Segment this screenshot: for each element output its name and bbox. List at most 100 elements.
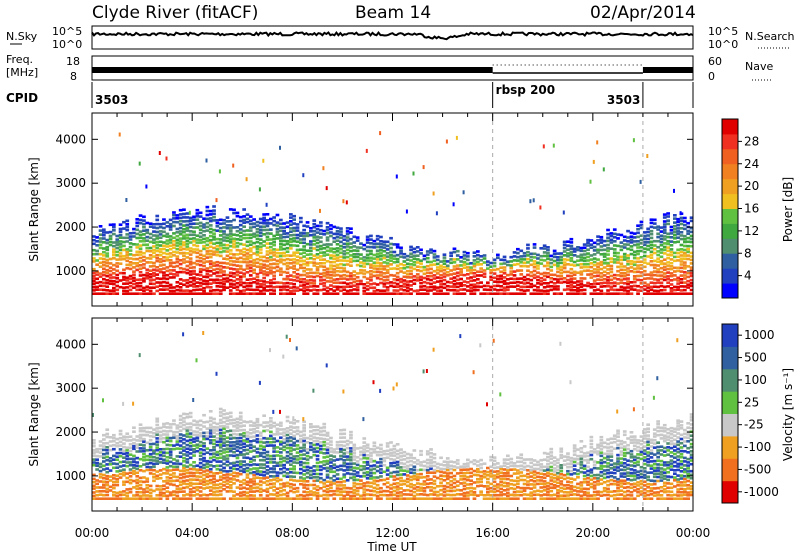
echo-cell — [139, 430, 143, 433]
echo-cell — [292, 234, 296, 237]
echo-cell — [312, 494, 316, 497]
echo-cell — [162, 218, 166, 221]
echo-cell — [570, 247, 574, 250]
echo-cell — [219, 275, 223, 278]
echo-cell — [232, 246, 236, 249]
echo-cell — [322, 460, 326, 463]
echo-cell — [322, 251, 326, 254]
echo-cell — [166, 282, 170, 285]
colorbar-swatch — [722, 149, 738, 164]
echo-cell — [366, 271, 370, 274]
echo-cell — [256, 258, 260, 261]
echo-cell — [222, 421, 226, 424]
echo-cell — [186, 227, 190, 230]
echo-cell — [199, 288, 203, 291]
echo-cell — [666, 243, 670, 246]
echo-cell — [332, 475, 336, 478]
echo-cell — [219, 438, 223, 441]
echo-cell — [129, 461, 133, 464]
echo-cell — [199, 486, 203, 489]
echo-cell — [362, 451, 366, 454]
echo-cell — [366, 497, 370, 500]
echo-cell — [176, 274, 180, 277]
echo-cell — [182, 487, 186, 490]
echo-cell — [306, 221, 310, 224]
echo-cell — [182, 417, 186, 420]
y-axis-title: Slant Range [km] — [27, 157, 41, 261]
echo-cell — [239, 275, 243, 278]
echo-cell — [469, 287, 473, 290]
echo-cell — [236, 289, 240, 292]
echo-cell — [352, 256, 356, 259]
echo-cell — [326, 229, 330, 232]
echo-cell — [189, 412, 193, 415]
echo-cell — [656, 292, 660, 295]
echo-cell — [563, 277, 567, 280]
echo-cell — [99, 265, 103, 268]
echo-cell — [292, 292, 296, 295]
echo-cell — [169, 276, 173, 279]
echo-cell — [356, 276, 360, 279]
echo-cell — [279, 261, 283, 264]
echo-cell — [403, 473, 407, 476]
echo-cell — [663, 269, 667, 272]
echo-cell — [346, 292, 350, 295]
echo-cell — [453, 261, 457, 264]
echo-cell — [406, 485, 410, 488]
echo-cell — [199, 232, 203, 235]
echo-cell — [466, 277, 470, 280]
echo-cell — [666, 275, 670, 278]
echo-cell — [423, 273, 427, 276]
echo-cell — [279, 270, 283, 273]
echo-cell — [653, 222, 657, 225]
echo-cell — [139, 260, 143, 263]
echo-cell — [219, 456, 223, 459]
echo-cell — [212, 232, 216, 235]
echo-cell — [259, 466, 263, 469]
echo-cell — [196, 443, 200, 446]
echo-cell — [155, 269, 159, 272]
echo-cell — [413, 275, 417, 278]
echo-cell — [189, 211, 191, 215]
echo-cell — [289, 463, 293, 466]
echo-cell — [342, 490, 346, 493]
echo-cell — [299, 483, 303, 486]
echo-cell — [590, 292, 594, 295]
echo-cell — [259, 445, 263, 448]
echo-cell — [92, 495, 96, 498]
echo-cell — [222, 463, 226, 466]
echo-cell — [636, 285, 640, 288]
echo-cell — [393, 486, 397, 489]
echo-cell — [249, 254, 253, 257]
echo-cell — [269, 431, 273, 434]
echo-cell — [166, 448, 170, 451]
echo-cell — [373, 243, 377, 246]
echo-cell — [352, 260, 356, 263]
echo-cell — [135, 282, 139, 285]
echo-cell — [319, 283, 323, 286]
echo-cell — [362, 472, 366, 475]
echo-cell — [179, 415, 183, 418]
echo-cell — [135, 461, 139, 464]
echo-cell — [289, 223, 293, 226]
echo-cell — [219, 460, 223, 463]
echo-cell — [559, 266, 563, 269]
echo-cell — [393, 282, 397, 285]
echo-cell — [339, 455, 343, 458]
echo-cell — [216, 282, 220, 285]
echo-cell — [222, 474, 226, 477]
echo-cell — [149, 233, 153, 236]
echo-cell — [232, 226, 236, 229]
echo-cell — [229, 279, 233, 282]
echo-cell — [229, 285, 233, 288]
echo-cell — [339, 448, 343, 451]
echo-cell — [670, 272, 674, 275]
echo-cell — [232, 256, 236, 259]
echo-cell — [326, 474, 330, 477]
echo-cell — [419, 450, 423, 453]
echo-cell — [526, 269, 530, 272]
echo-cell — [322, 285, 326, 288]
echo-cell — [209, 210, 213, 213]
echo-cell — [570, 292, 574, 295]
echo-cell — [403, 497, 407, 500]
